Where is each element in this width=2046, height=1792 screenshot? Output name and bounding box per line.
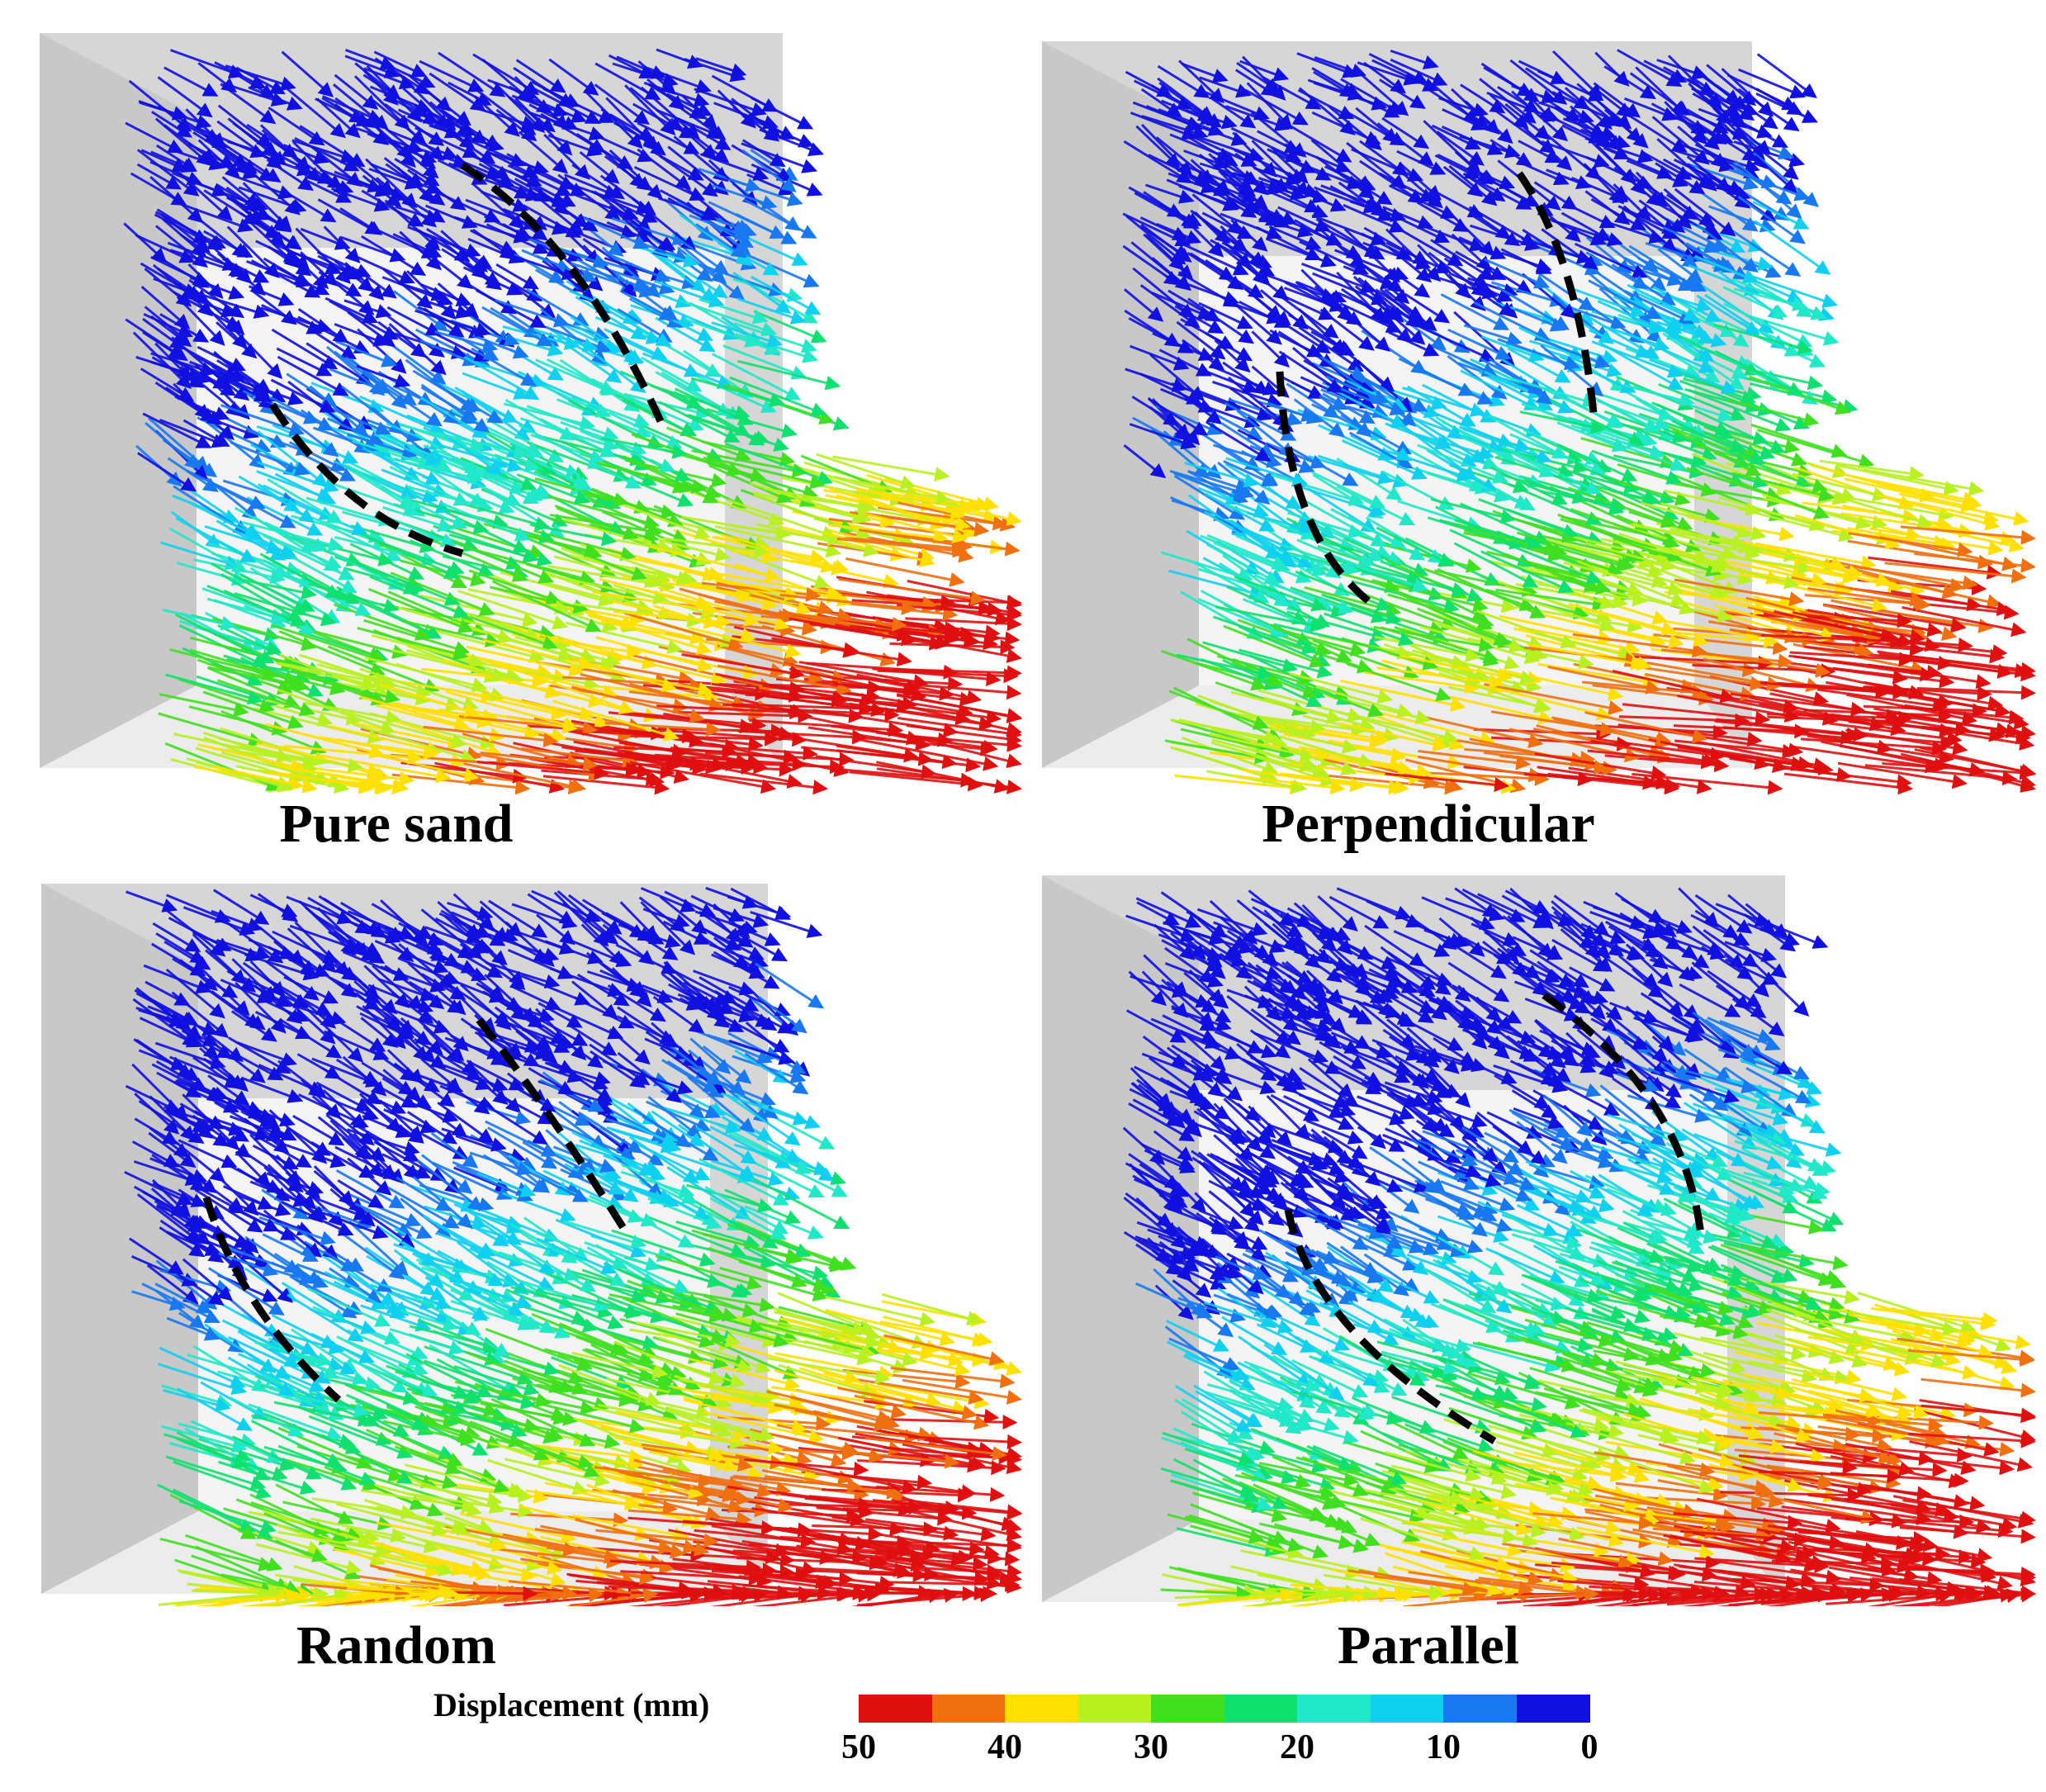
panel-random xyxy=(33,863,1032,1606)
displacement-arrow xyxy=(1899,1526,2036,1544)
displacement-arrow xyxy=(837,1387,978,1420)
vector-field-parallel xyxy=(1042,875,2036,1606)
displacement-arrow xyxy=(836,767,976,788)
vector-field-pure-sand xyxy=(40,33,1022,795)
panel-parallel xyxy=(1032,863,2046,1606)
panel-perpendicular xyxy=(1032,25,2046,801)
panel-pure-sand xyxy=(33,25,1032,801)
vector-field-perpendicular xyxy=(1042,41,2036,795)
displacement-arrow xyxy=(881,1576,1021,1592)
displacement-arrow xyxy=(887,1415,1018,1430)
caption-perpendicular: Perpendicular xyxy=(1262,794,1595,854)
displacement-arrow xyxy=(845,557,965,587)
caption-random: Random xyxy=(296,1615,497,1676)
displacement-arrow xyxy=(774,1352,894,1381)
displacement-vectors xyxy=(124,886,1022,1606)
displacement-arrow xyxy=(881,1292,983,1325)
vector-field-random xyxy=(41,884,1022,1606)
box-wall xyxy=(40,33,197,768)
caption-pure-sand: Pure sand xyxy=(279,794,514,854)
box-wall xyxy=(1042,41,1199,768)
